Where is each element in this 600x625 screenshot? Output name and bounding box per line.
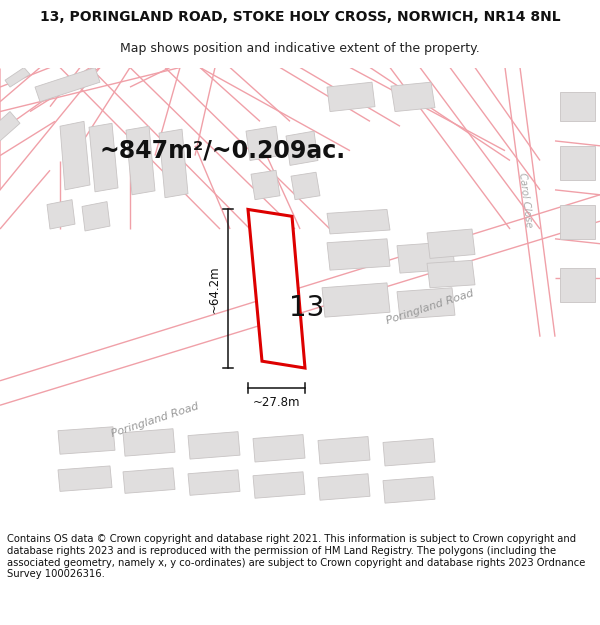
Polygon shape [427,229,475,258]
Polygon shape [251,170,280,199]
Polygon shape [123,429,175,456]
Polygon shape [58,466,112,491]
Text: Map shows position and indicative extent of the property.: Map shows position and indicative extent… [120,42,480,55]
Text: ~847m²/~0.209ac.: ~847m²/~0.209ac. [100,139,346,162]
Text: Poringland Road: Poringland Road [385,289,475,326]
Text: Carol Close: Carol Close [517,172,533,227]
Text: Contains OS data © Crown copyright and database right 2021. This information is : Contains OS data © Crown copyright and d… [7,534,586,579]
Polygon shape [47,199,75,229]
Polygon shape [322,283,390,317]
Text: 13, PORINGLAND ROAD, STOKE HOLY CROSS, NORWICH, NR14 8NL: 13, PORINGLAND ROAD, STOKE HOLY CROSS, N… [40,10,560,24]
Text: 13: 13 [289,294,325,322]
Text: ~64.2m: ~64.2m [208,265,221,312]
Polygon shape [89,123,118,192]
Polygon shape [327,239,390,270]
Polygon shape [286,131,318,166]
Polygon shape [0,111,20,141]
Polygon shape [327,82,375,111]
Polygon shape [397,242,455,273]
Polygon shape [60,121,90,190]
Polygon shape [253,472,305,498]
Polygon shape [391,82,435,111]
Polygon shape [248,209,305,368]
Polygon shape [5,68,30,87]
Polygon shape [126,126,155,195]
Polygon shape [560,268,595,302]
Polygon shape [318,474,370,500]
Polygon shape [397,288,455,319]
Polygon shape [58,427,115,454]
Polygon shape [123,468,175,493]
Polygon shape [188,432,240,459]
Polygon shape [35,68,100,102]
Polygon shape [291,173,320,199]
Polygon shape [253,434,305,462]
Polygon shape [159,129,188,198]
Polygon shape [383,477,435,503]
Polygon shape [327,209,390,234]
Polygon shape [383,439,435,466]
Polygon shape [188,470,240,495]
Polygon shape [318,437,370,464]
Polygon shape [560,92,595,121]
Polygon shape [560,204,595,239]
Text: Poringland Road: Poringland Road [110,401,200,439]
Polygon shape [246,126,280,161]
Text: ~27.8m: ~27.8m [253,396,300,409]
Polygon shape [82,202,110,231]
Polygon shape [427,261,475,288]
Polygon shape [560,146,595,180]
